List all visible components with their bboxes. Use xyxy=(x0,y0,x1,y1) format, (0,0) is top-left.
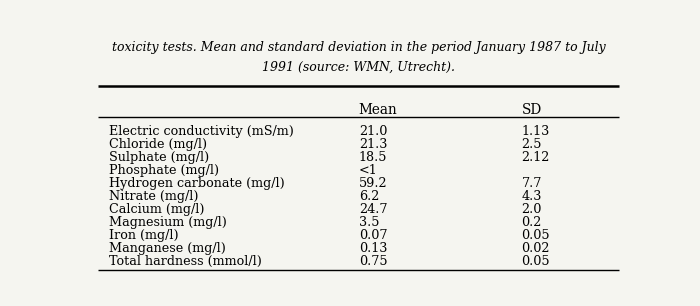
Text: 0.05: 0.05 xyxy=(522,255,550,268)
Text: toxicity tests. Mean and standard deviation in the period January 1987 to July: toxicity tests. Mean and standard deviat… xyxy=(112,41,606,54)
Text: 0.75: 0.75 xyxy=(358,255,387,268)
Text: SD: SD xyxy=(522,103,542,117)
Text: Chloride (mg/l): Chloride (mg/l) xyxy=(109,138,207,151)
Text: 0.2: 0.2 xyxy=(522,216,542,229)
Text: 59.2: 59.2 xyxy=(358,177,387,190)
Text: 21.3: 21.3 xyxy=(358,138,387,151)
Text: Mean: Mean xyxy=(358,103,398,117)
Text: Manganese (mg/l): Manganese (mg/l) xyxy=(109,242,226,255)
Text: Hydrogen carbonate (mg/l): Hydrogen carbonate (mg/l) xyxy=(109,177,285,190)
Text: Electric conductivity (mS/m): Electric conductivity (mS/m) xyxy=(109,125,294,138)
Text: 0.02: 0.02 xyxy=(522,242,550,255)
Text: <1: <1 xyxy=(358,164,377,177)
Text: Total hardness (mmol/l): Total hardness (mmol/l) xyxy=(109,255,262,268)
Text: Phosphate (mg/l): Phosphate (mg/l) xyxy=(109,164,219,177)
Text: 1991 (source: WMN, Utrecht).: 1991 (source: WMN, Utrecht). xyxy=(262,60,455,73)
Text: 0.05: 0.05 xyxy=(522,229,550,242)
Text: Nitrate (mg/l): Nitrate (mg/l) xyxy=(109,190,199,203)
Text: Iron (mg/l): Iron (mg/l) xyxy=(109,229,178,242)
Text: 6.2: 6.2 xyxy=(358,190,379,203)
Text: 0.13: 0.13 xyxy=(358,242,387,255)
Text: 4.3: 4.3 xyxy=(522,190,542,203)
Text: 1.13: 1.13 xyxy=(522,125,550,138)
Text: 24.7: 24.7 xyxy=(358,203,387,216)
Text: Sulphate (mg/l): Sulphate (mg/l) xyxy=(109,151,209,164)
Text: Magnesium (mg/l): Magnesium (mg/l) xyxy=(109,216,227,229)
Text: 2.0: 2.0 xyxy=(522,203,542,216)
Text: 18.5: 18.5 xyxy=(358,151,387,164)
Text: 7.7: 7.7 xyxy=(522,177,542,190)
Text: 21.0: 21.0 xyxy=(358,125,387,138)
Text: 0.07: 0.07 xyxy=(358,229,387,242)
Text: Calcium (mg/l): Calcium (mg/l) xyxy=(109,203,204,216)
Text: 2.12: 2.12 xyxy=(522,151,550,164)
Text: 3.5: 3.5 xyxy=(358,216,379,229)
Text: 2.5: 2.5 xyxy=(522,138,542,151)
